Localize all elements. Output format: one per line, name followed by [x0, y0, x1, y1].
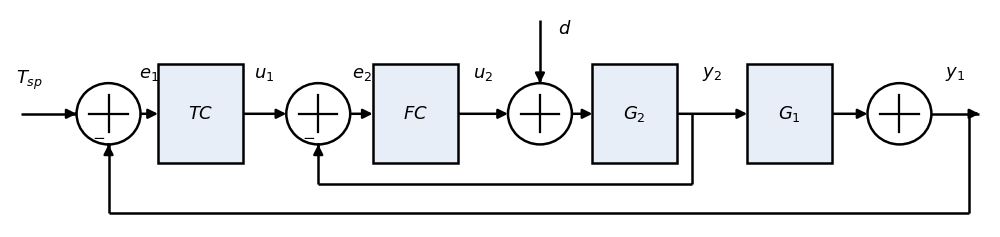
Text: $y_1$: $y_1$	[945, 65, 965, 83]
Text: $G_2$: $G_2$	[623, 104, 646, 124]
Text: $d$: $d$	[558, 20, 572, 38]
Text: $e_2$: $e_2$	[352, 65, 371, 83]
Text: $-$: $-$	[302, 130, 315, 144]
Text: $G_1$: $G_1$	[778, 104, 801, 124]
Text: $T_{sp}$: $T_{sp}$	[16, 69, 43, 92]
Text: $-$: $-$	[92, 130, 106, 144]
Text: $FC$: $FC$	[403, 105, 428, 123]
FancyBboxPatch shape	[592, 64, 677, 163]
Text: $e_1$: $e_1$	[139, 65, 159, 83]
Text: $TC$: $TC$	[188, 105, 213, 123]
Ellipse shape	[77, 83, 140, 144]
Ellipse shape	[508, 83, 572, 144]
Text: $y_2$: $y_2$	[702, 65, 722, 83]
Ellipse shape	[286, 83, 350, 144]
Text: $u_2$: $u_2$	[473, 65, 493, 83]
Text: $u_1$: $u_1$	[254, 65, 275, 83]
FancyBboxPatch shape	[373, 64, 458, 163]
Ellipse shape	[867, 83, 931, 144]
FancyBboxPatch shape	[747, 64, 832, 163]
FancyBboxPatch shape	[158, 64, 243, 163]
